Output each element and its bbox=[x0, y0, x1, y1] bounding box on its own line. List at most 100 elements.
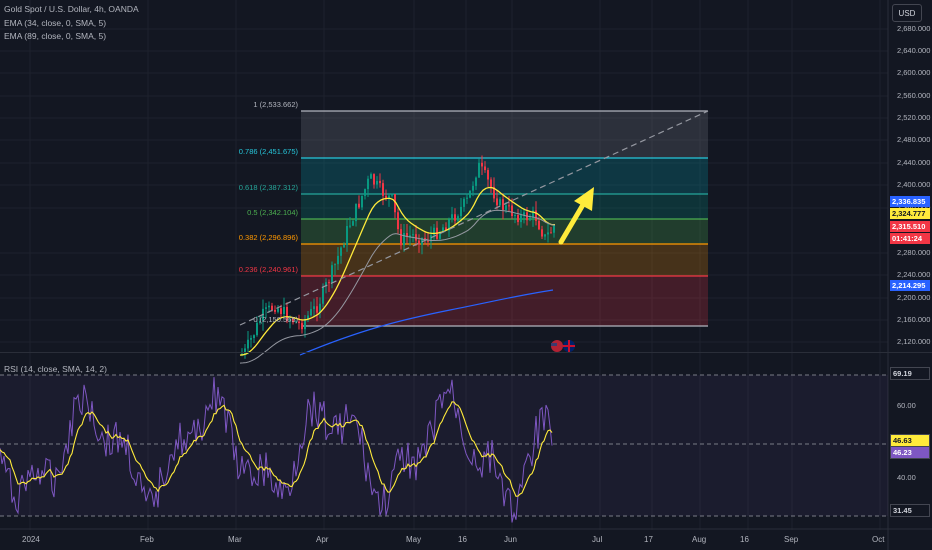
candle-body bbox=[292, 319, 294, 323]
candle-body bbox=[271, 305, 273, 310]
price-axis-label: 2,600.000 bbox=[897, 68, 931, 77]
candle-body bbox=[499, 199, 501, 206]
ema89-legend[interactable]: EMA (89, close, 0, SMA, 5) bbox=[4, 31, 107, 41]
time-axis-label: 16 bbox=[458, 535, 467, 544]
fib-level-label: 0.786 (2,451.675) bbox=[238, 147, 298, 156]
candle-body bbox=[412, 234, 414, 236]
candle-body bbox=[475, 177, 477, 186]
candle-body bbox=[469, 190, 471, 198]
fib-band bbox=[301, 219, 708, 244]
candle-body bbox=[427, 240, 429, 242]
candle-body bbox=[244, 348, 246, 354]
rsi-ma-line bbox=[0, 401, 553, 497]
fib-level-label: 0.5 (2,342.104) bbox=[247, 208, 298, 217]
yellow-arrow[interactable] bbox=[558, 187, 594, 245]
candle-body bbox=[394, 194, 396, 213]
candle-body bbox=[403, 233, 405, 246]
ema34-legend[interactable]: EMA (34, close, 0, SMA, 5) bbox=[4, 18, 107, 28]
candle-body bbox=[478, 162, 480, 178]
candle-body bbox=[322, 286, 324, 304]
candle-body bbox=[457, 216, 459, 221]
candle-body bbox=[307, 315, 309, 320]
rsi-tag: 69.19 bbox=[890, 367, 930, 380]
candle-body bbox=[283, 306, 285, 315]
candle-body bbox=[544, 234, 546, 237]
candle-body bbox=[319, 303, 321, 313]
candle-body bbox=[463, 198, 465, 207]
price-axis-label: 2,480.000 bbox=[897, 135, 931, 144]
candle-body bbox=[289, 319, 291, 321]
candle-body bbox=[538, 220, 540, 230]
candle-body bbox=[451, 214, 453, 220]
candle-body bbox=[250, 338, 252, 340]
candle-body bbox=[355, 203, 357, 222]
candle-body bbox=[373, 174, 375, 185]
price-axis-label: 2,240.000 bbox=[897, 270, 931, 279]
price-tag: 2,336.835 bbox=[890, 196, 930, 207]
candle-body bbox=[514, 214, 516, 217]
rsi-line bbox=[0, 377, 553, 523]
trend-line[interactable] bbox=[239, 110, 709, 326]
candle-body bbox=[406, 233, 408, 238]
time-axis-label: Aug bbox=[692, 535, 707, 544]
candle-body bbox=[553, 225, 555, 233]
time-axis-label: Oct bbox=[872, 535, 885, 544]
candle-body bbox=[460, 206, 462, 217]
price-axis-label: 2,120.000 bbox=[897, 337, 931, 346]
candle-body bbox=[445, 227, 447, 231]
candle-body bbox=[466, 197, 468, 199]
candle-body bbox=[334, 264, 336, 266]
fib-level-label: 0.618 (2,387.312) bbox=[238, 183, 298, 192]
currency-button[interactable]: USD bbox=[892, 4, 922, 22]
candle-body bbox=[361, 195, 363, 208]
price-axis-label: 2,560.000 bbox=[897, 91, 931, 100]
price-axis-label: 2,200.000 bbox=[897, 293, 931, 302]
candle-body bbox=[433, 227, 435, 236]
candle-body bbox=[490, 179, 492, 187]
time-axis-label: Apr bbox=[316, 535, 329, 544]
candle-body bbox=[304, 319, 306, 330]
candle-body bbox=[430, 235, 432, 242]
symbol-title[interactable]: Gold Spot / U.S. Dollar, 4h, OANDA bbox=[4, 4, 139, 14]
candle-body bbox=[382, 183, 384, 196]
fib-band bbox=[301, 111, 708, 158]
candle-body bbox=[328, 282, 330, 284]
candle-body bbox=[256, 322, 258, 336]
candle-body bbox=[268, 305, 270, 308]
rsi-axis-label: 60.00 bbox=[897, 401, 916, 410]
candle-body bbox=[409, 235, 411, 238]
candle-body bbox=[391, 194, 393, 196]
fib-level-label: 0.382 (2,296.896) bbox=[238, 233, 298, 242]
price-tag: 01:41:24 bbox=[890, 233, 930, 244]
price-axis-label: 2,440.000 bbox=[897, 158, 931, 167]
candle-body bbox=[523, 212, 525, 216]
candle-body bbox=[454, 214, 456, 221]
candle-body bbox=[340, 247, 342, 256]
time-axis-label: Jun bbox=[504, 535, 517, 544]
fib-level-label: 0 (2,150.565) bbox=[253, 315, 298, 324]
candle-body bbox=[388, 195, 390, 199]
event-flags-icon[interactable] bbox=[551, 340, 575, 352]
candle-body bbox=[508, 205, 510, 207]
candle-body bbox=[532, 210, 534, 218]
candle-body bbox=[481, 162, 483, 167]
panel-divider[interactable] bbox=[0, 352, 932, 353]
candle-body bbox=[286, 306, 288, 321]
rsi-panel bbox=[0, 374, 888, 523]
candle-body bbox=[358, 203, 360, 208]
time-axis-label: Feb bbox=[140, 535, 154, 544]
rsi-legend[interactable]: RSI (14, close, SMA, 14, 2) bbox=[4, 364, 107, 374]
candle-body bbox=[301, 323, 303, 330]
candle-body bbox=[418, 240, 420, 245]
price-axis-label: 2,160.000 bbox=[897, 315, 931, 324]
price-axis-label: 2,680.000 bbox=[897, 24, 931, 33]
candle-body bbox=[277, 308, 279, 312]
candle-body bbox=[535, 210, 537, 221]
candle-body bbox=[325, 282, 327, 287]
ema89-line bbox=[299, 289, 554, 356]
candle-body bbox=[310, 309, 312, 316]
candle-body bbox=[280, 308, 282, 315]
candle-body bbox=[439, 232, 441, 239]
candle-body bbox=[247, 339, 249, 349]
